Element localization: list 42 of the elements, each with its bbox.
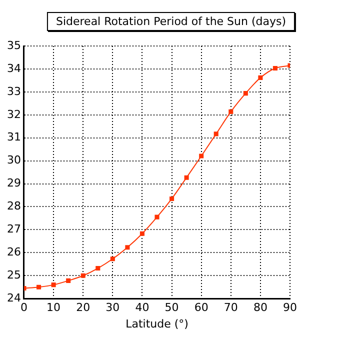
point bbox=[243, 91, 248, 96]
y-tick-label: 25 bbox=[6, 268, 21, 282]
point bbox=[96, 266, 100, 271]
point bbox=[140, 231, 144, 236]
x-axis-title: Latitude (°) bbox=[126, 317, 188, 330]
point bbox=[154, 214, 160, 220]
x-tick-label: 90 bbox=[283, 301, 297, 314]
point bbox=[170, 196, 174, 201]
x-tick-label: 40 bbox=[135, 301, 150, 314]
chart-title: Sidereal Rotation Period of the Sun (days) bbox=[46, 12, 296, 31]
point bbox=[66, 278, 71, 283]
x-tick-label: 80 bbox=[253, 301, 268, 314]
point bbox=[51, 282, 56, 288]
y-tick-label: 34 bbox=[6, 62, 21, 75]
x-tick-label: 0 bbox=[20, 301, 28, 314]
x-tick-label: 60 bbox=[194, 301, 208, 314]
y-tick-label: 26 bbox=[6, 246, 21, 259]
y-tick-label: 30 bbox=[6, 154, 21, 167]
point bbox=[199, 154, 204, 158]
point bbox=[80, 273, 86, 278]
point bbox=[214, 132, 218, 136]
y-tick-label: 28 bbox=[6, 200, 21, 213]
x-tick-label: 10 bbox=[46, 301, 61, 314]
point bbox=[258, 75, 263, 80]
x-tick-label: 20 bbox=[76, 301, 90, 314]
point bbox=[125, 245, 130, 250]
point bbox=[110, 256, 115, 262]
y-tick-label: 32 bbox=[6, 108, 21, 121]
line-series bbox=[24, 63, 290, 291]
y-tick-label: 29 bbox=[6, 176, 21, 190]
point bbox=[184, 175, 189, 180]
point bbox=[36, 284, 42, 290]
y-tick-label: 31 bbox=[6, 130, 21, 144]
x-tick-label: 50 bbox=[164, 301, 179, 314]
y-tick-label: 24 bbox=[6, 291, 21, 304]
x-tick-label: 70 bbox=[224, 301, 238, 314]
y-tick-label: 27 bbox=[6, 222, 21, 236]
point bbox=[228, 109, 234, 114]
y-tick-label: 35 bbox=[6, 38, 21, 52]
y-tick-label: 33 bbox=[6, 84, 21, 98]
point bbox=[272, 66, 278, 71]
x-tick-label: 30 bbox=[106, 301, 120, 314]
